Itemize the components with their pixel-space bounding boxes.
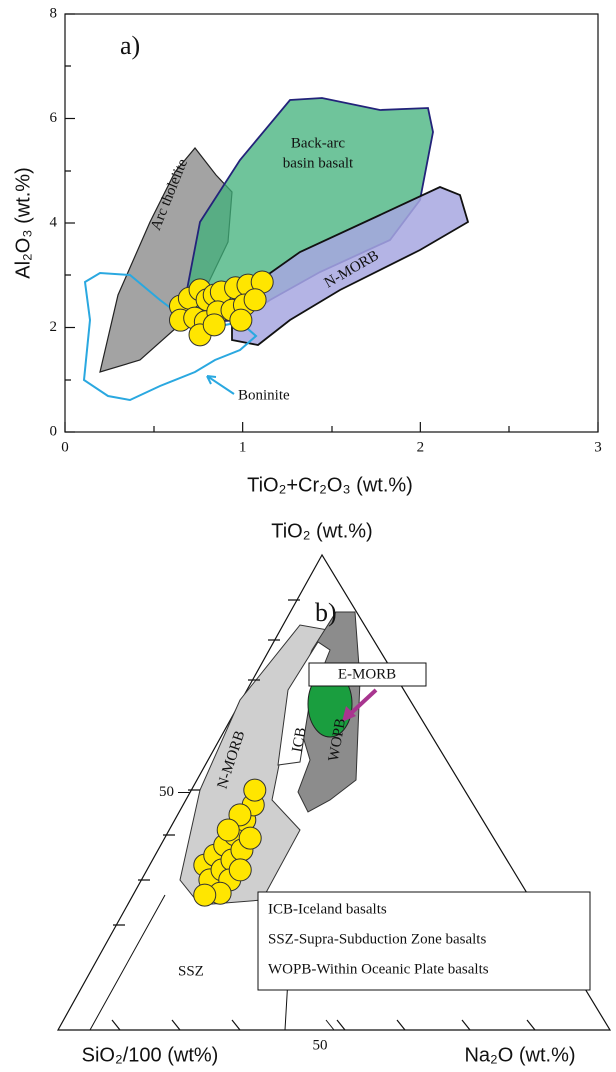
field-label: ICB [289, 726, 309, 753]
sample-point [243, 778, 267, 802]
bottom-tick [325, 1019, 335, 1031]
sample-point [228, 858, 252, 882]
sample-point [202, 313, 226, 337]
y-axis-label: Al₂O₃ (wt.%) [12, 167, 34, 278]
field-label: WOPB [326, 717, 349, 762]
x-tick-label: 0 [61, 439, 69, 455]
field-label: Back-arc [291, 135, 345, 151]
minor-ticks [111, 599, 536, 1031]
e-morb-arrowhead [342, 706, 356, 722]
note: SSZ-Supra-Subduction Zone basalts [268, 931, 486, 947]
minor-ticks [65, 65, 510, 432]
y-tick-label: 8 [50, 5, 58, 21]
field-label: Boninite [238, 387, 290, 403]
bottom-tick-label: 50 [313, 1037, 328, 1053]
x-tick-label: 3 [594, 439, 602, 455]
annotation-box [308, 662, 427, 687]
y-tick-label: 6 [50, 110, 58, 126]
boninite-field [82, 271, 258, 402]
sample-point [228, 803, 252, 827]
note: WOPB-Within Oceanic Plate basalts [268, 961, 489, 977]
n-morb-field [231, 186, 470, 346]
sample-point [193, 883, 217, 907]
x-tick-label: 1 [239, 439, 247, 455]
y-tick-label: 0 [50, 423, 58, 439]
sample-point [238, 826, 262, 850]
panel-label: a) [120, 31, 140, 60]
y-tick-label: 2 [50, 319, 58, 335]
sample-point [229, 308, 253, 332]
x-tick-label: 2 [417, 439, 425, 455]
x-axis-label: TiO₂+Cr₂O₃ (wt.%) [247, 474, 413, 496]
boninite-arrow [206, 375, 235, 395]
notes-box [257, 891, 591, 991]
sample-point [243, 288, 267, 312]
top-label: TiO₂ (wt.%) [271, 520, 372, 542]
panel-label: b) [315, 598, 337, 627]
field-label: SSZ [178, 963, 204, 979]
y-tick-label: 4 [50, 214, 58, 230]
left-tick-label: 50 [159, 784, 174, 800]
e-morb-arrow [346, 688, 378, 718]
field-label: basin basalt [283, 155, 354, 171]
sample-point [216, 818, 240, 842]
left-label: SiO₂/100 (wt%) [82, 1044, 219, 1066]
note: ICB-Iceland basalts [268, 901, 387, 917]
right-label: Na₂O (wt.%) [464, 1044, 575, 1066]
field-label: E-MORB [338, 666, 396, 682]
